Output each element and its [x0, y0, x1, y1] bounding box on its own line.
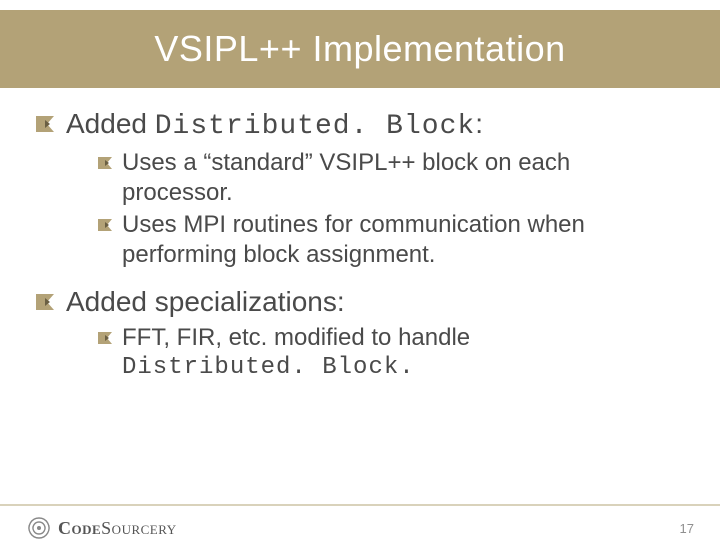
text-span: Added specializations:	[66, 286, 345, 317]
bullet-text: Added specializations:	[66, 284, 345, 319]
slide-title: VSIPL++ Implementation	[154, 28, 565, 70]
bullet-text: Uses MPI routines for communication when…	[122, 210, 684, 270]
bullet-icon	[98, 157, 112, 169]
text-span: Added	[66, 108, 155, 139]
bullet-icon	[36, 116, 54, 132]
logo-text: CodeSourcery	[58, 518, 177, 539]
bullet-icon	[98, 219, 112, 231]
sub-list: Uses a “standard” VSIPL++ block on each …	[98, 148, 684, 270]
bullet-text: Uses a “standard” VSIPL++ block on each …	[122, 148, 684, 208]
bullet-text: FFT, FIR, etc. modified to handle Distri…	[122, 323, 470, 383]
list-item: Uses a “standard” VSIPL++ block on each …	[98, 148, 684, 208]
list-item: Uses MPI routines for communication when…	[98, 210, 684, 270]
list-item: Added Distributed. Block:	[36, 106, 684, 144]
logo: CodeSourcery	[26, 515, 177, 541]
code-text: Distributed. Block	[155, 111, 475, 142]
code-text: Distributed. Block.	[122, 353, 470, 383]
logo-icon	[26, 515, 52, 541]
text-span: Sourcery	[101, 518, 176, 538]
sub-list: FFT, FIR, etc. modified to handle Distri…	[98, 323, 684, 383]
list-item: Added specializations:	[36, 284, 684, 319]
page-number: 17	[680, 521, 694, 536]
text-span: FFT, FIR, etc. modified to handle	[122, 324, 470, 351]
slide-title-bar: VSIPL++ Implementation	[0, 10, 720, 88]
bullet-text: Added Distributed. Block:	[66, 106, 483, 144]
slide-body: Added Distributed. Block: Uses a “standa…	[0, 88, 720, 383]
list-item: FFT, FIR, etc. modified to handle Distri…	[98, 323, 684, 383]
text-span: :	[475, 108, 483, 139]
bullet-icon	[98, 332, 112, 344]
slide-footer: CodeSourcery 17	[0, 504, 720, 550]
text-span: Code	[58, 518, 101, 538]
bullet-icon	[36, 294, 54, 310]
